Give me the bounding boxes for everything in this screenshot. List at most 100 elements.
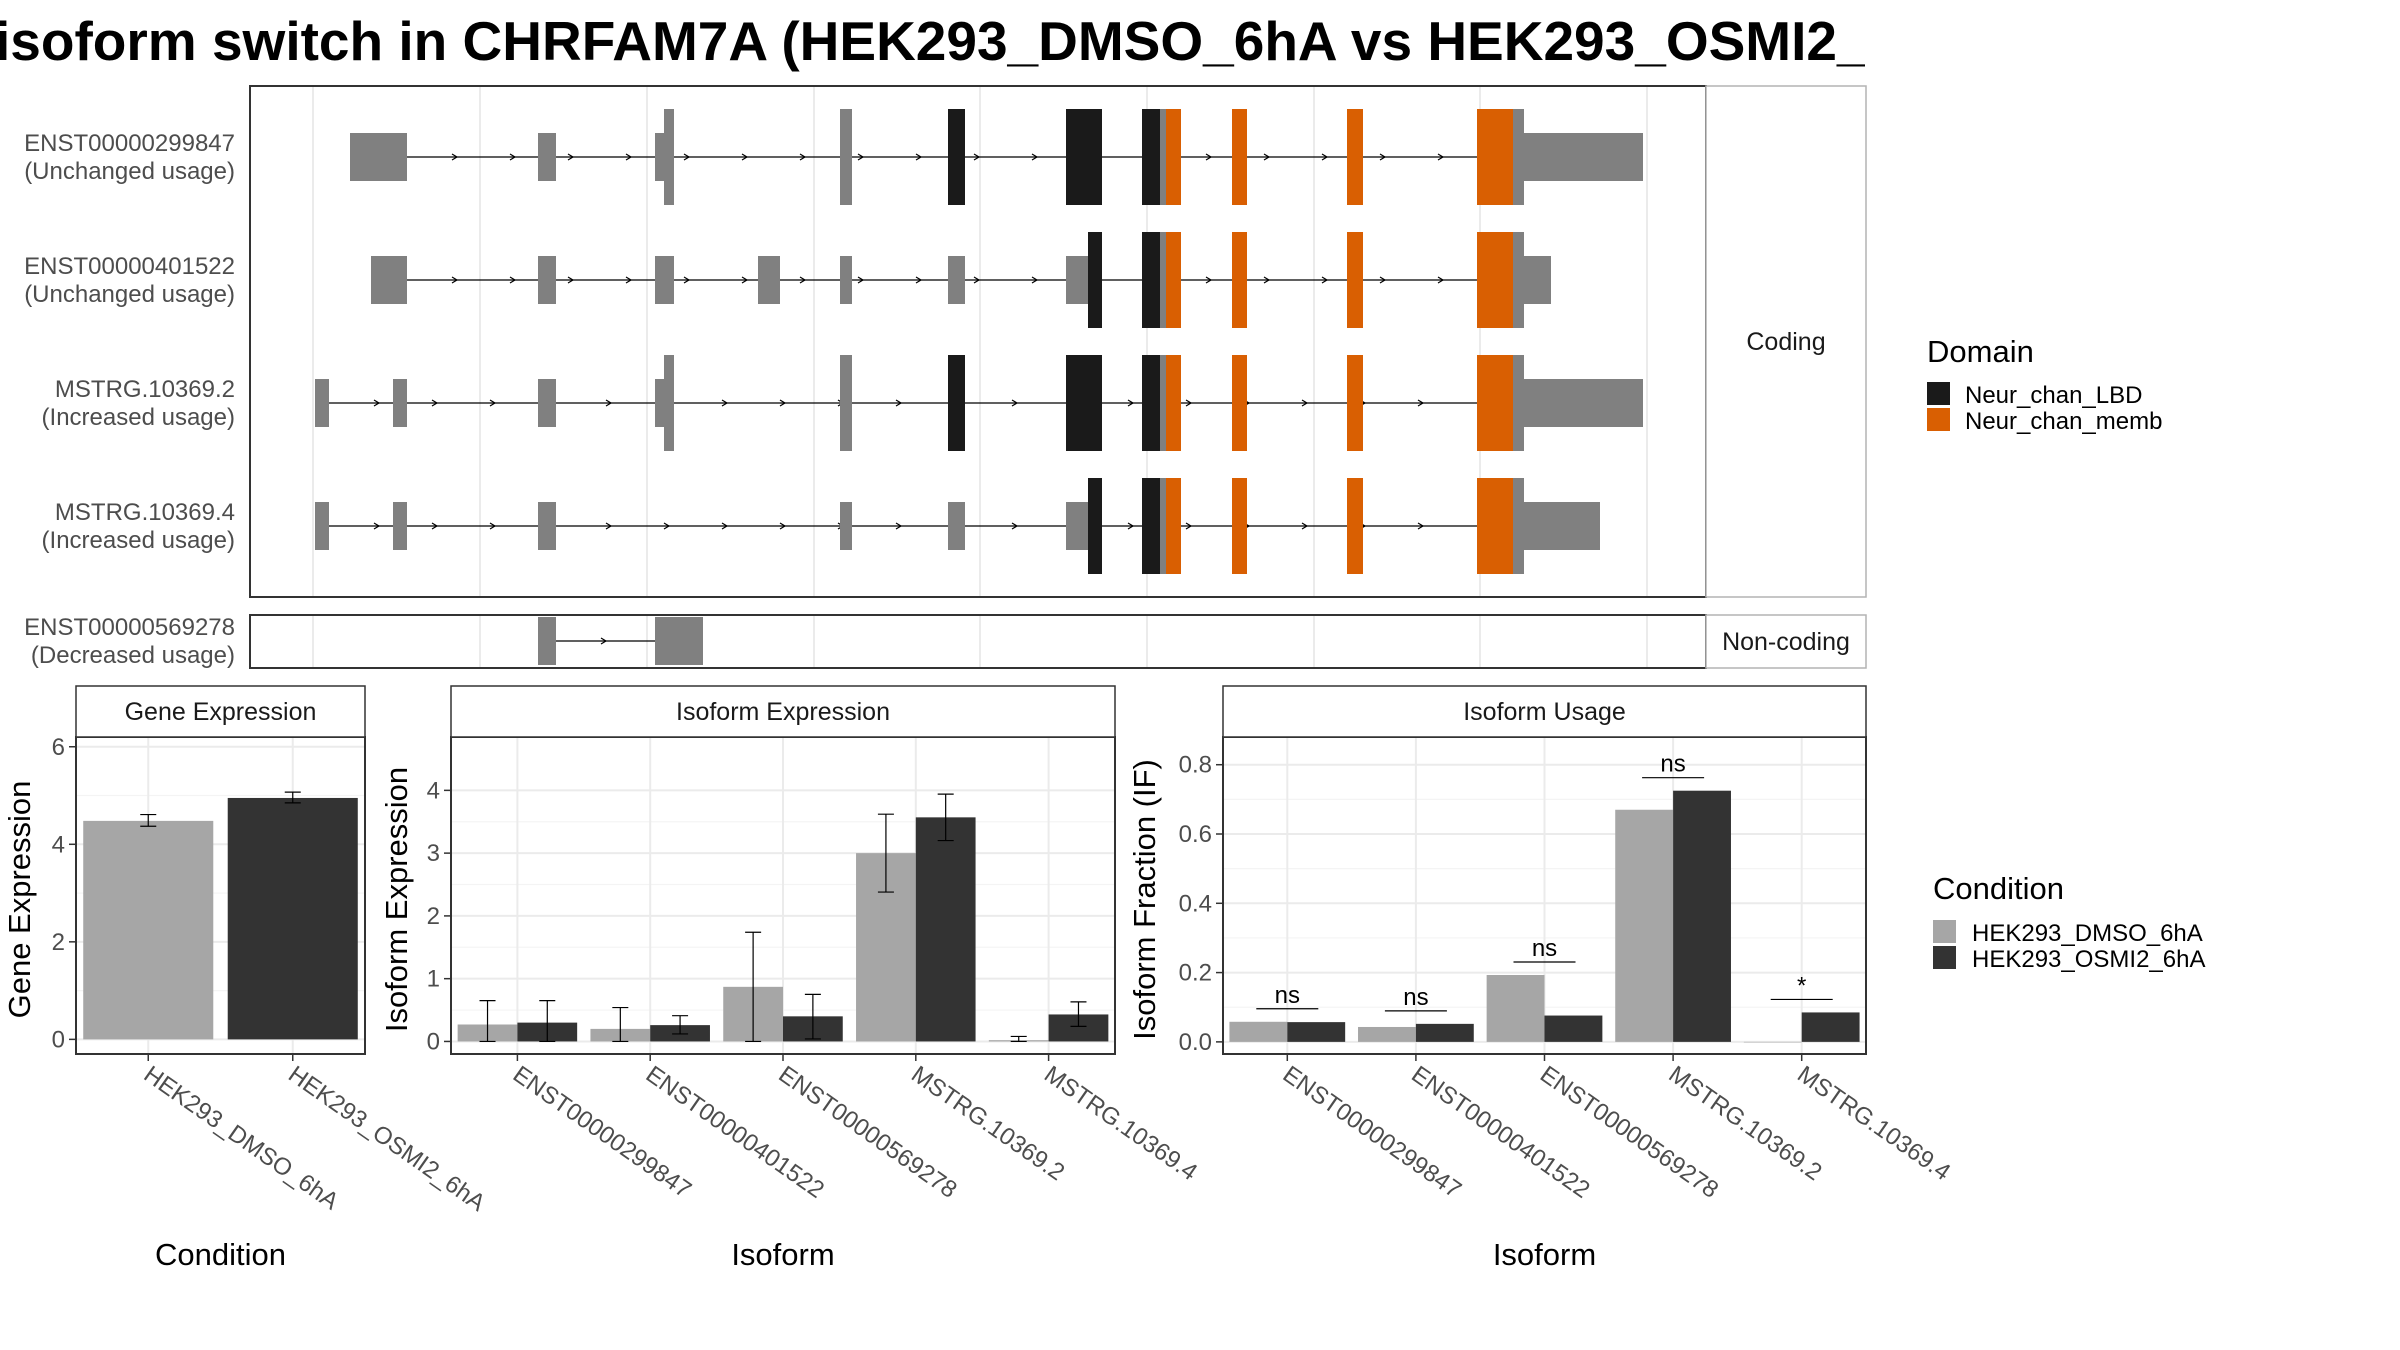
- exon-domain-neur-chan-lbd: [1142, 109, 1160, 205]
- intron-arrow: [1031, 153, 1039, 161]
- exon: [315, 502, 329, 550]
- facet-strip: [450, 685, 1116, 738]
- exon: [1524, 133, 1643, 181]
- y-tick-label: 4: [427, 777, 440, 804]
- intron-arrow: [779, 522, 787, 530]
- legend-title: Condition: [1933, 871, 2064, 906]
- exon-domain-neur-chan-lbd: [1066, 355, 1102, 451]
- intron-arrow: [567, 276, 575, 284]
- exon-domain-neur-chan-memb: [1477, 109, 1513, 205]
- exon-domain-neur-chan-memb: [1166, 232, 1181, 328]
- y-tick-label: 0.0: [1179, 1029, 1212, 1056]
- intron-arrow: [451, 276, 459, 284]
- bar: [83, 820, 214, 1040]
- chart-title: Isoform Expression: [676, 698, 890, 726]
- intron-arrow: [489, 522, 497, 530]
- bar: [1358, 1026, 1416, 1042]
- exon-domain-neur-chan-memb: [1477, 355, 1513, 451]
- exon: [1524, 256, 1551, 304]
- y-tick-label: 0.4: [1179, 890, 1212, 917]
- intron-arrow: [1437, 153, 1445, 161]
- exon-domain-neur-chan-lbd: [1066, 109, 1102, 205]
- intron-arrow: [1127, 399, 1135, 407]
- intron-arrow: [973, 276, 981, 284]
- y-tick-label: 4: [52, 831, 65, 858]
- y-axis-title: Isoform Fraction (IF): [1127, 759, 1162, 1040]
- exon-domain-neur-chan-lbd: [948, 109, 965, 205]
- intron-arrow: [1011, 399, 1019, 407]
- intron-arrow: [451, 153, 459, 161]
- intron-arrow: [1417, 522, 1425, 530]
- intron-arrow: [1205, 276, 1213, 284]
- transcript-id-label: MSTRG.10369.2: [55, 376, 235, 403]
- figure-title: isoform switch in CHRFAM7A (HEK293_DMSO_…: [0, 10, 1865, 72]
- y-tick-label: 0: [427, 1028, 440, 1055]
- facet-label-noncoding: Non-coding: [1722, 628, 1850, 656]
- y-tick-label: 0.6: [1179, 821, 1212, 848]
- bar: [915, 817, 976, 1042]
- intron-arrow: [1127, 522, 1135, 530]
- exon-domain-neur-chan-memb: [1347, 355, 1363, 451]
- facet-strip: [75, 685, 366, 738]
- intron-arrow: [1263, 276, 1271, 284]
- exon: [1160, 478, 1166, 574]
- intron-arrow: [721, 522, 729, 530]
- exon: [1160, 355, 1166, 451]
- intron-arrow: [1185, 522, 1193, 530]
- significance-label: ns: [1275, 982, 1300, 1009]
- exon: [948, 256, 965, 304]
- exon: [538, 617, 556, 665]
- exon: [840, 502, 852, 550]
- exon: [655, 256, 674, 304]
- legend-swatch: [1927, 382, 1950, 405]
- exon-domain-neur-chan-lbd: [1142, 478, 1160, 574]
- intron-arrow: [1263, 153, 1271, 161]
- exon: [538, 502, 556, 550]
- exon: [538, 256, 556, 304]
- y-tick-label: 2: [52, 929, 65, 956]
- exon: [371, 256, 407, 304]
- intron-arrow: [1321, 276, 1329, 284]
- intron-arrow: [489, 399, 497, 407]
- x-axis-title: Isoform: [1493, 1237, 1596, 1272]
- exon: [1524, 502, 1600, 550]
- intron-arrow: [1321, 153, 1329, 161]
- y-axis-title: Gene Expression: [2, 781, 37, 1019]
- legend-swatch: [1927, 408, 1950, 431]
- facet-label-coding: Coding: [1746, 328, 1825, 356]
- exon: [1066, 502, 1088, 550]
- exon-domain-neur-chan-lbd: [1088, 478, 1102, 574]
- significance-label: *: [1797, 972, 1806, 999]
- legend-title: Domain: [1927, 334, 2034, 369]
- noncoding-panel-bg: [250, 615, 1706, 668]
- exon: [655, 617, 703, 665]
- exon-domain-neur-chan-memb: [1347, 109, 1363, 205]
- transcript-status-label: (Unchanged usage): [24, 281, 235, 308]
- exon: [840, 355, 852, 451]
- intron-arrow: [625, 153, 633, 161]
- intron-arrow: [683, 153, 691, 161]
- y-axis-title: Isoform Expression: [379, 767, 414, 1032]
- bar: [1801, 1012, 1860, 1042]
- intron-arrow: [373, 522, 381, 530]
- intron-arrow: [605, 399, 613, 407]
- intron-arrow: [1301, 522, 1309, 530]
- intron-arrow: [741, 153, 749, 161]
- intron-arrow: [1417, 399, 1425, 407]
- intron-arrow: [605, 522, 613, 530]
- exon: [393, 502, 407, 550]
- exon: [1513, 478, 1524, 574]
- transcript-id-label: ENST00000299847: [24, 130, 235, 157]
- legend-label: Neur_chan_LBD: [1965, 382, 2142, 409]
- intron-arrow: [1185, 399, 1193, 407]
- exon: [538, 379, 556, 427]
- bar: [1615, 809, 1674, 1042]
- transcript-status-label: (Increased usage): [42, 404, 235, 431]
- intron-arrow: [663, 522, 671, 530]
- intron-arrow: [915, 153, 923, 161]
- chart-panel-1: Gene Expression0246HEK293_DMSO_6hAHEK293…: [2, 685, 490, 1272]
- y-tick-label: 3: [427, 840, 440, 867]
- intron-arrow: [799, 153, 807, 161]
